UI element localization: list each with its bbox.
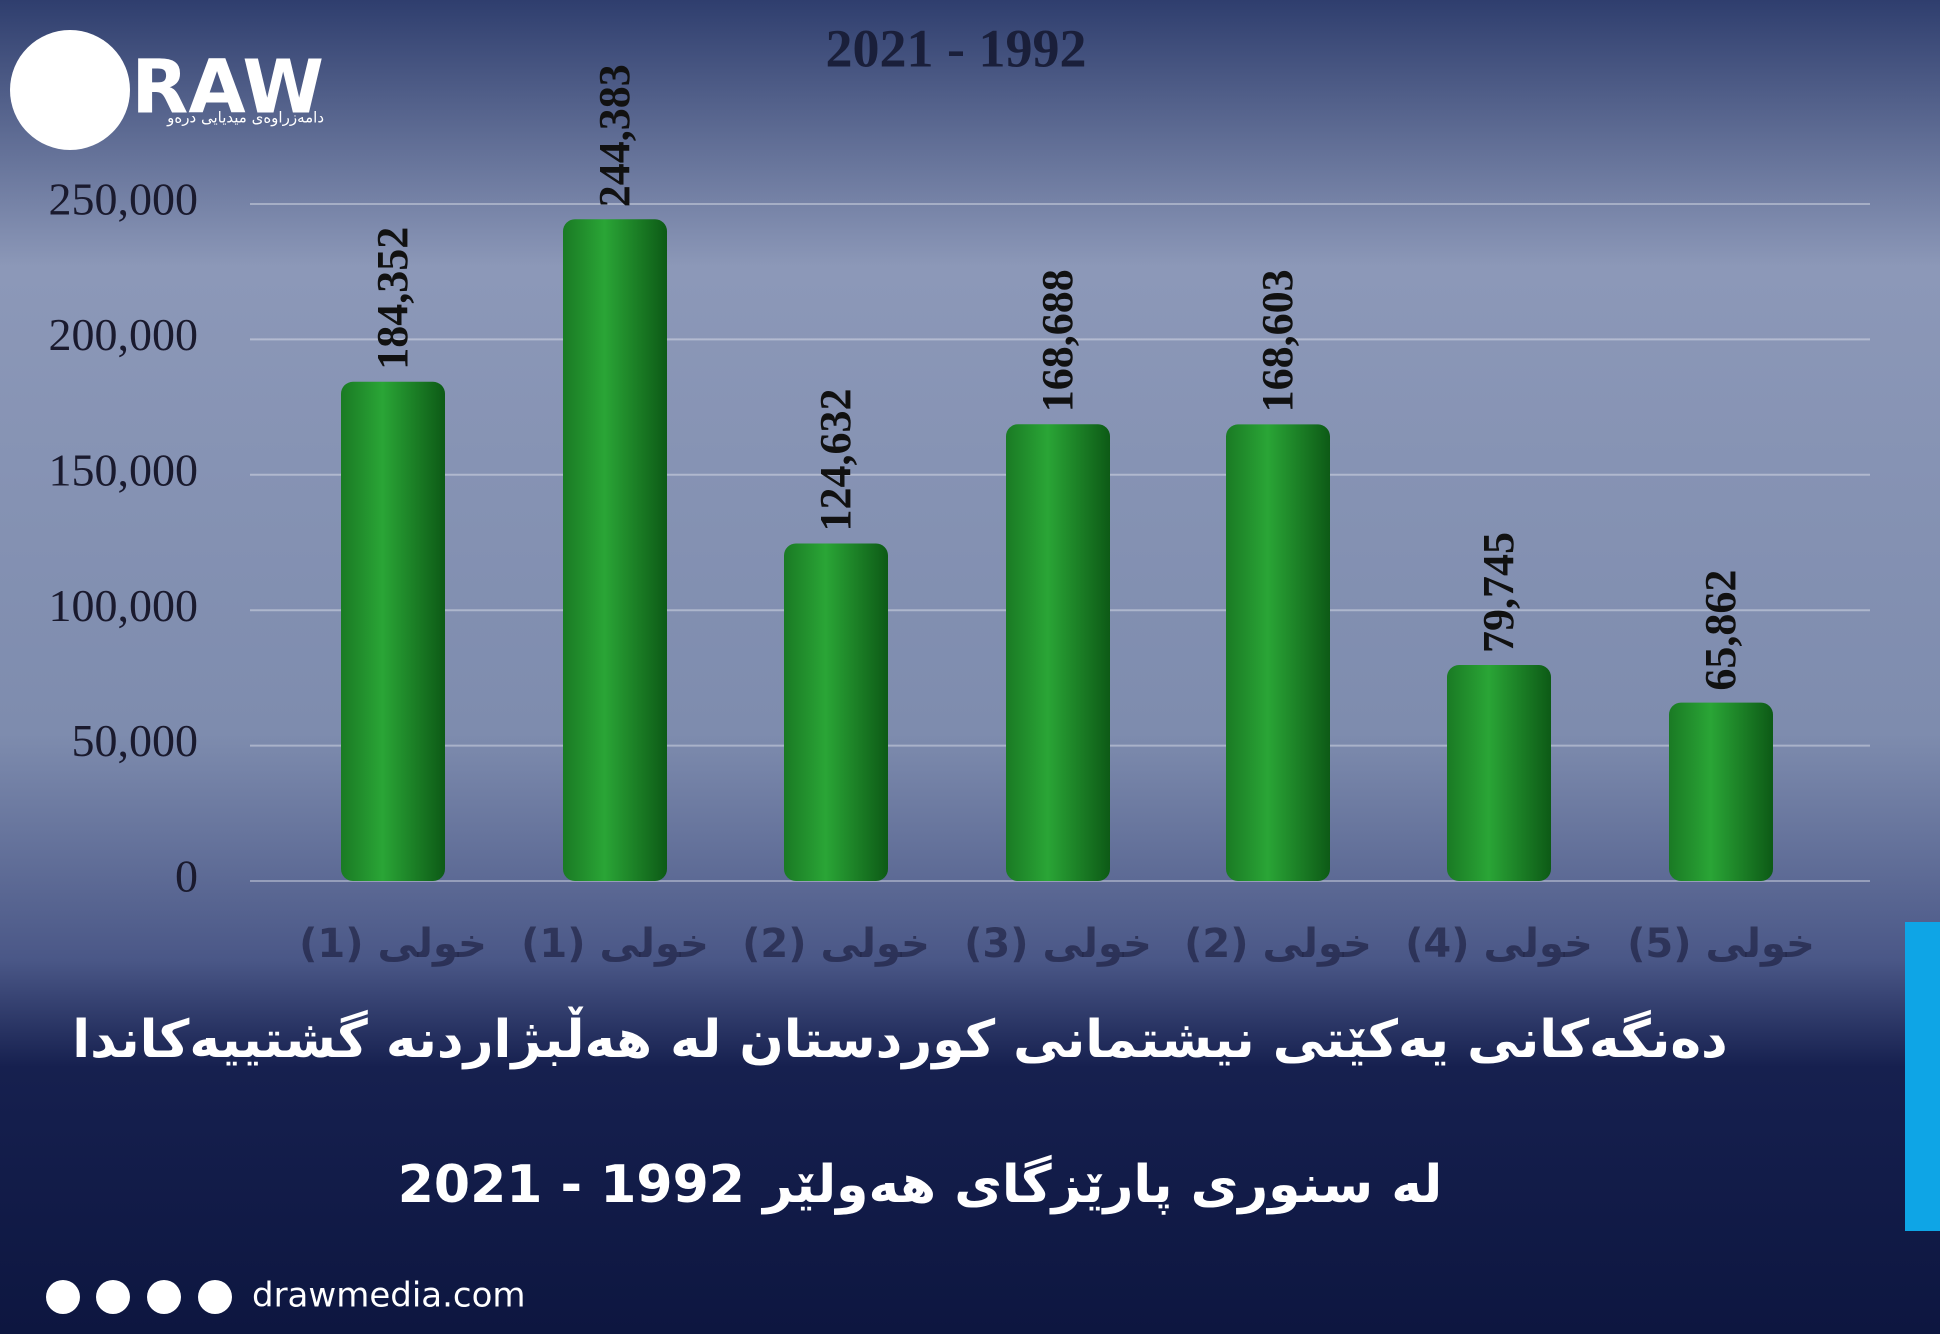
value-label: 124,632 bbox=[811, 388, 860, 531]
x-tick-label: خولی (1) bbox=[521, 921, 709, 967]
accent-bar bbox=[1905, 922, 1940, 1231]
value-label: 168,603 bbox=[1253, 269, 1302, 412]
x-tick-label: خولی (5) bbox=[1627, 921, 1815, 967]
value-label: 244,383 bbox=[590, 64, 639, 207]
logo-circle bbox=[10, 30, 130, 150]
website[interactable]: drawmedia.com bbox=[252, 1276, 526, 1316]
bar bbox=[1447, 665, 1551, 881]
y-tick-label: 50,000 bbox=[72, 715, 199, 766]
chart-title: دەنگەکانی یەکێتی نیشتمانی کوردستان لە هە… bbox=[72, 1006, 1728, 1070]
chart-title-line2: لە سنوری پارێزگای هەولێر 1992 - 2021 bbox=[398, 1154, 1443, 1215]
instagram-icon[interactable] bbox=[96, 1280, 130, 1314]
y-tick-label: 200,000 bbox=[49, 309, 199, 360]
chart-subtitle: 2021 - 1992 bbox=[826, 18, 1087, 78]
x-tick-label: خولی (2) bbox=[1184, 921, 1372, 967]
value-label: 184,352 bbox=[368, 227, 417, 370]
bar bbox=[784, 543, 888, 881]
twitter-icon[interactable] bbox=[147, 1280, 181, 1314]
value-label: 79,745 bbox=[1474, 532, 1523, 653]
x-tick-label: خولی (2) bbox=[742, 921, 930, 967]
y-tick-label: 250,000 bbox=[49, 174, 199, 225]
bar bbox=[1006, 424, 1110, 881]
x-tick-label: خولی (1) bbox=[299, 921, 487, 967]
x-tick-label: خولی (3) bbox=[964, 921, 1152, 967]
value-label: 65,862 bbox=[1696, 570, 1745, 691]
bar bbox=[1226, 424, 1330, 881]
bar bbox=[563, 219, 667, 882]
bar bbox=[1669, 702, 1773, 881]
bar bbox=[341, 381, 445, 881]
y-tick-label: 0 bbox=[175, 851, 198, 902]
logo: DRAW bbox=[70, 45, 324, 131]
tiktok-icon[interactable] bbox=[198, 1280, 232, 1314]
logo-tagline: دامەزراوەی میدیایی درەو bbox=[166, 109, 324, 127]
value-label: 168,688 bbox=[1033, 269, 1082, 412]
x-tick-label: خولی (4) bbox=[1405, 921, 1593, 967]
facebook-icon[interactable] bbox=[46, 1280, 80, 1314]
y-tick-label: 100,000 bbox=[49, 580, 199, 631]
y-tick-label: 150,000 bbox=[49, 444, 199, 495]
